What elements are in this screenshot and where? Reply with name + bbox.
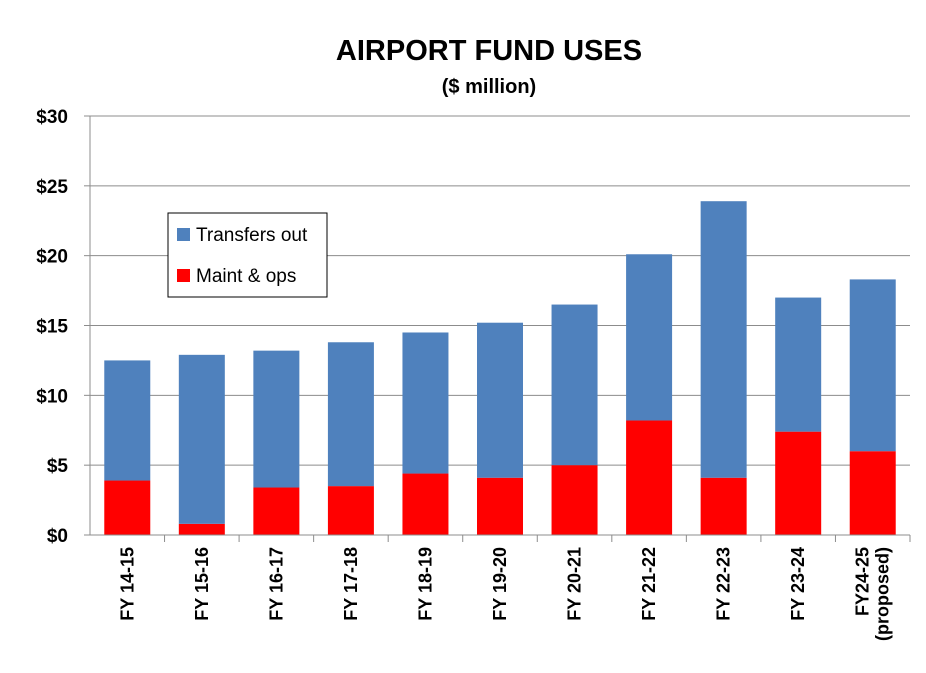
- x-tick-label: FY 14-15: [117, 547, 137, 621]
- x-tick-label: FY 17-18: [341, 547, 361, 621]
- bars: [104, 201, 896, 535]
- y-tick-label: $20: [36, 247, 68, 268]
- x-tick-label: FY 21-22: [639, 547, 659, 621]
- x-tick-label: FY 18-19: [415, 547, 435, 621]
- bar-transfers-out: [327, 342, 374, 487]
- x-tick-label: FY 23-24: [788, 547, 808, 621]
- bar-transfers-out: [477, 322, 523, 478]
- legend-swatch: [177, 228, 190, 241]
- x-tick-label: (proposed): [873, 547, 893, 641]
- x-tick-label: FY 22-23: [714, 547, 734, 621]
- y-tick-label: $25: [36, 177, 68, 198]
- y-tick-label: $15: [36, 317, 68, 338]
- y-tick-labels: $0 $5 $10 $15 $20 $25 $30: [36, 107, 68, 547]
- bar-transfers-out: [849, 279, 896, 452]
- bar-transfers-out: [402, 332, 449, 474]
- bar-maint-ops: [402, 473, 449, 535]
- bar-maint-ops: [700, 477, 747, 535]
- axes: [84, 115, 911, 542]
- x-tick-label: FY 20-21: [565, 547, 585, 621]
- legend-swatch: [177, 269, 190, 282]
- x-tick-label: FY 15-16: [192, 547, 212, 621]
- y-tick-label: $0: [47, 526, 68, 547]
- legend-box: [167, 212, 328, 298]
- x-tick-labels: FY 14-15 FY 15-16 FY 16-17 FY 17-18 FY 18-19…: [117, 547, 892, 641]
- bar-transfers-out: [626, 254, 673, 421]
- bar-maint-ops: [775, 431, 822, 535]
- bar-transfers-out: [700, 201, 747, 478]
- legend: Transfers out Maint & ops: [167, 212, 328, 298]
- y-tick-label: $5: [47, 456, 69, 477]
- x-tick-label: FY 19-20: [490, 547, 510, 621]
- x-tick-label: FY24-25: [853, 547, 873, 616]
- bar-maint-ops: [104, 480, 151, 535]
- bar-transfers-out: [551, 304, 598, 466]
- bar-maint-ops: [626, 420, 673, 535]
- x-tick-label: FY 16-17: [266, 547, 286, 621]
- y-tick-label: $10: [36, 386, 68, 407]
- legend-label: Transfers out: [196, 225, 308, 246]
- legend-label: Maint & ops: [196, 266, 296, 287]
- bar-maint-ops: [253, 487, 300, 535]
- bar-maint-ops: [477, 477, 523, 535]
- bar-transfers-out: [253, 350, 300, 488]
- bar-maint-ops: [551, 465, 598, 535]
- bar-transfers-out: [775, 297, 822, 432]
- bar-maint-ops: [849, 451, 896, 535]
- bar-maint-ops: [327, 486, 374, 535]
- chart-subtitle: ($ million): [442, 76, 536, 98]
- bar-maint-ops: [178, 523, 225, 535]
- bar-transfers-out: [178, 354, 225, 524]
- chart-title: AIRPORT FUND USES: [336, 35, 642, 67]
- bar-transfers-out: [104, 360, 151, 481]
- y-tick-label: $30: [36, 107, 68, 128]
